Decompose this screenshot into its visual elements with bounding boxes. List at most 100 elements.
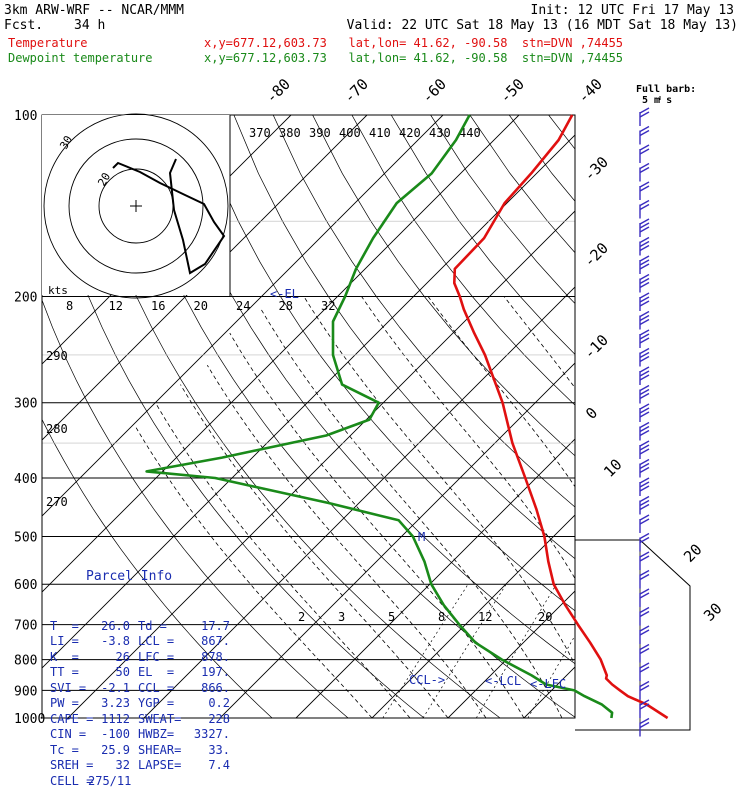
wind-barb — [639, 458, 650, 478]
parcel-info-rows: T = 26.0 Td = 17.7 LI = -3.8 LCL = 867. K = 26 LFC… — [48, 619, 234, 790]
wind-barb — [639, 551, 650, 570]
dewpoint-trace — [145, 114, 614, 719]
parcel-info-cell: LI = — [50, 634, 79, 648]
wind-barb — [639, 329, 650, 348]
isotherm-label: -60 — [418, 75, 450, 107]
lcl-marker: <-LCL — [485, 674, 521, 688]
mixing-ratio-label: 20 — [538, 610, 552, 624]
wind-barb — [639, 625, 650, 644]
mixing-ratio-label: 8 — [438, 610, 445, 624]
parcel-info-cell: 33. — [208, 742, 230, 757]
hodograph-axis-label: 12 — [109, 299, 123, 313]
wind-barb — [639, 440, 650, 459]
theta-label: 370 — [249, 126, 271, 140]
wind-barb — [639, 181, 650, 200]
moist-adiabat — [303, 296, 575, 666]
parcel-info-cell: 7.4 — [208, 758, 230, 772]
wind-barb — [639, 347, 650, 367]
parcel-info-cell: 197. — [201, 665, 230, 679]
parcel-info-cell: 228 — [208, 711, 230, 726]
parcel-info-cell: SVI = — [50, 680, 87, 695]
isotherm-label: -70 — [340, 75, 372, 107]
parcel-info-cell: 1112 — [101, 711, 130, 726]
isotherm — [523, 666, 575, 718]
mixing-ratio-label: 3 — [338, 610, 345, 624]
theta-label: 430 — [429, 126, 451, 140]
parcel-info-cell: 25.9 — [101, 742, 130, 757]
theta-label: 290 — [46, 349, 68, 363]
parcel-info-cell: 3327. — [193, 727, 230, 741]
forecast-hour: 34 h — [74, 18, 106, 33]
isotherm-label: -80 — [262, 75, 294, 107]
hodograph-axis-label: 20 — [194, 299, 208, 313]
isotherm — [447, 590, 575, 718]
wind-barb — [639, 662, 650, 681]
parcel-info-cell: LCL = — [138, 634, 175, 648]
dry-adiabat — [706, 115, 740, 718]
isotherm — [67, 210, 575, 718]
parcel-info-row: K = 26 LFC = 878. — [48, 650, 234, 666]
wind-barb — [639, 384, 650, 404]
parcel-info-cell: -3.8 — [101, 634, 130, 648]
dry-adiabat — [469, 115, 575, 254]
theta-label: 380 — [279, 126, 301, 140]
parcel-info-row: SREH = 32 LAPSE= 7.4 — [48, 758, 234, 774]
mixing-ratio-label: 12 — [478, 610, 492, 624]
wind-barb — [639, 273, 650, 293]
parcel-info-cell: 866. — [201, 680, 230, 695]
isotherm — [676, 115, 740, 718]
pressure-label: 800 — [14, 654, 37, 669]
parcel-info-cell: CIN = — [50, 727, 87, 741]
parcel-info-cell: T = — [50, 618, 79, 633]
hodograph-ring — [68, 138, 204, 274]
wind-barb — [639, 532, 650, 552]
wind-barb — [639, 588, 650, 607]
moist-adiabat — [588, 297, 740, 719]
init-time: Init: 12 UTC Fri 17 May 13 — [530, 3, 735, 18]
mixing-ratio-line — [422, 584, 507, 718]
hodograph-axis-label: 32 — [321, 299, 335, 313]
parcel-info-cell: EL = — [138, 665, 175, 679]
parcel-info-cell: PW = — [50, 696, 79, 710]
isotherm — [219, 362, 575, 718]
parcel-info-row: PW = 3.23 YGP = 0.2 — [48, 696, 234, 712]
hodograph-axis-label: 16 — [151, 299, 165, 313]
wind-barb — [639, 144, 650, 163]
parcel-info-row: SVI = -2.1 CCL = 866. — [48, 681, 234, 697]
m-marker: M — [418, 530, 425, 544]
dry-adiabat — [627, 115, 740, 718]
wind-barb — [639, 403, 650, 422]
isotherm-label: -20 — [580, 239, 612, 271]
moist-adiabat — [229, 332, 525, 718]
wind-barb — [639, 162, 650, 182]
parcel-info-row: Tc = 25.9 SHEAR= 33. — [48, 743, 234, 759]
isotherm — [42, 115, 368, 441]
wind-barb — [639, 107, 650, 126]
pressure-label: 900 — [14, 684, 37, 699]
dry-adiabat — [508, 115, 575, 202]
temperature-location: x,y=677.12,603.73 lat,lon= 41.62, -90.58… — [204, 36, 624, 50]
parcel-info-box: Parcel Info T = 26.0 Td = 17.7 LI = -3.8 LCL =… — [48, 538, 234, 805]
wind-barb — [639, 643, 650, 663]
pressure-label: 200 — [14, 291, 37, 306]
wind-barb — [639, 236, 650, 256]
dry-adiabat — [351, 115, 575, 406]
isotherm-label: -50 — [496, 75, 528, 107]
parcel-info-row: LI = -3.8 LCL = 867. — [48, 634, 234, 650]
isotherm-label: -40 — [574, 75, 606, 107]
isotherm-label: 30 — [700, 599, 726, 625]
theta-label: 280 — [46, 422, 68, 436]
hodograph-axis-label: 8 — [66, 299, 73, 313]
pressure-label: 1000 — [14, 712, 45, 727]
mixing-ratio-line — [527, 635, 575, 718]
isotherm — [42, 134, 575, 669]
wind-barb — [639, 366, 650, 385]
dry-adiabat — [667, 115, 740, 718]
hodograph-axis-label: 28 — [279, 299, 293, 313]
pressure-label: 300 — [14, 397, 37, 412]
hodograph-axis-label: 24 — [236, 299, 250, 313]
parcel-info-cell: 17.7 — [201, 618, 230, 633]
barb-legend-title: Full barb: — [636, 84, 696, 95]
isotherm — [371, 514, 575, 718]
